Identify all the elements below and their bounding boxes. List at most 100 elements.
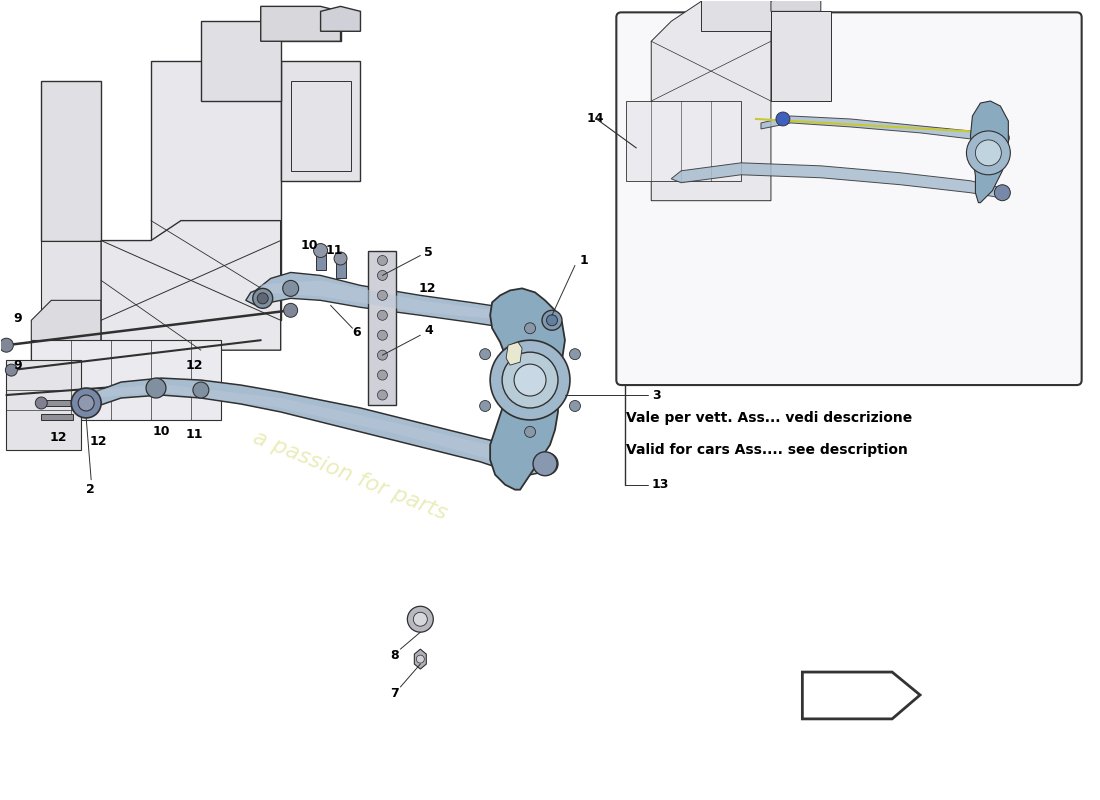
Circle shape bbox=[377, 290, 387, 300]
Circle shape bbox=[78, 395, 95, 411]
Polygon shape bbox=[74, 378, 544, 474]
Polygon shape bbox=[626, 101, 741, 181]
Circle shape bbox=[416, 655, 425, 663]
Circle shape bbox=[480, 401, 491, 411]
Circle shape bbox=[407, 606, 433, 632]
Bar bbox=[290, 81, 351, 170]
Circle shape bbox=[480, 349, 491, 360]
Polygon shape bbox=[7, 360, 81, 450]
Polygon shape bbox=[151, 61, 280, 320]
Bar bbox=[368, 250, 396, 405]
Polygon shape bbox=[91, 384, 540, 468]
Circle shape bbox=[502, 352, 558, 408]
Polygon shape bbox=[671, 163, 1000, 198]
Circle shape bbox=[377, 350, 387, 360]
Text: 12: 12 bbox=[186, 358, 204, 372]
Text: 7: 7 bbox=[390, 687, 399, 701]
Circle shape bbox=[996, 131, 1010, 145]
Circle shape bbox=[377, 310, 387, 320]
Polygon shape bbox=[771, 11, 830, 101]
Circle shape bbox=[283, 281, 298, 296]
Polygon shape bbox=[761, 116, 1000, 143]
Circle shape bbox=[570, 349, 581, 360]
Polygon shape bbox=[101, 221, 280, 350]
Circle shape bbox=[146, 378, 166, 398]
Polygon shape bbox=[280, 61, 361, 181]
Circle shape bbox=[525, 322, 536, 334]
Circle shape bbox=[35, 397, 47, 409]
Text: Valid for cars Ass.... see description: Valid for cars Ass.... see description bbox=[626, 443, 909, 457]
Text: 1: 1 bbox=[580, 254, 588, 267]
Polygon shape bbox=[42, 414, 74, 420]
Polygon shape bbox=[771, 0, 821, 11]
Polygon shape bbox=[336, 258, 345, 278]
Polygon shape bbox=[320, 6, 361, 31]
Polygon shape bbox=[261, 6, 341, 42]
Circle shape bbox=[257, 293, 268, 304]
Circle shape bbox=[377, 255, 387, 266]
Text: 2: 2 bbox=[86, 483, 95, 496]
Circle shape bbox=[377, 390, 387, 400]
Circle shape bbox=[776, 112, 790, 126]
Circle shape bbox=[414, 612, 427, 626]
Circle shape bbox=[541, 458, 553, 470]
Text: 4: 4 bbox=[425, 324, 433, 337]
Polygon shape bbox=[970, 101, 1009, 202]
Circle shape bbox=[967, 131, 1010, 174]
Text: 11: 11 bbox=[186, 428, 204, 442]
Circle shape bbox=[542, 310, 562, 330]
Text: 15: 15 bbox=[651, 349, 669, 362]
Text: 12: 12 bbox=[89, 435, 107, 448]
Text: 14: 14 bbox=[586, 112, 604, 126]
Circle shape bbox=[377, 370, 387, 380]
Circle shape bbox=[334, 252, 346, 265]
Polygon shape bbox=[415, 649, 427, 669]
Text: 9: 9 bbox=[13, 312, 22, 325]
Polygon shape bbox=[42, 81, 101, 241]
Text: 13: 13 bbox=[651, 478, 669, 491]
Circle shape bbox=[525, 426, 536, 438]
Circle shape bbox=[0, 338, 13, 352]
Text: 10: 10 bbox=[153, 426, 170, 438]
Polygon shape bbox=[506, 342, 522, 365]
Circle shape bbox=[491, 340, 570, 420]
Text: 5: 5 bbox=[425, 246, 433, 259]
Circle shape bbox=[192, 382, 209, 398]
Circle shape bbox=[253, 288, 273, 308]
Circle shape bbox=[72, 388, 101, 418]
Text: 12: 12 bbox=[418, 282, 436, 295]
Polygon shape bbox=[31, 340, 221, 420]
Circle shape bbox=[547, 314, 558, 326]
Circle shape bbox=[534, 452, 557, 476]
Circle shape bbox=[314, 243, 328, 258]
Text: 10: 10 bbox=[300, 239, 318, 252]
Polygon shape bbox=[42, 241, 101, 320]
Text: 8: 8 bbox=[390, 649, 399, 662]
Polygon shape bbox=[491, 288, 565, 490]
Circle shape bbox=[976, 140, 1001, 166]
Circle shape bbox=[994, 185, 1010, 201]
Text: Vale per vett. Ass... vedi descrizione: Vale per vett. Ass... vedi descrizione bbox=[626, 411, 913, 425]
Polygon shape bbox=[316, 250, 326, 270]
Text: 11: 11 bbox=[326, 244, 343, 257]
Circle shape bbox=[536, 453, 558, 474]
Circle shape bbox=[6, 364, 18, 376]
Polygon shape bbox=[261, 281, 544, 322]
Polygon shape bbox=[701, 0, 801, 31]
Circle shape bbox=[284, 303, 298, 318]
Polygon shape bbox=[651, 2, 771, 201]
Text: 6: 6 bbox=[352, 326, 361, 338]
Text: 9: 9 bbox=[13, 358, 22, 372]
Text: a passion for parts: a passion for parts bbox=[251, 427, 451, 523]
Circle shape bbox=[514, 364, 546, 396]
Polygon shape bbox=[245, 273, 550, 330]
Text: 12: 12 bbox=[50, 431, 67, 444]
Circle shape bbox=[377, 330, 387, 340]
Text: 3: 3 bbox=[651, 389, 660, 402]
Circle shape bbox=[570, 401, 581, 411]
Polygon shape bbox=[802, 672, 920, 719]
Polygon shape bbox=[31, 300, 101, 360]
FancyBboxPatch shape bbox=[616, 12, 1081, 385]
Circle shape bbox=[377, 270, 387, 281]
Polygon shape bbox=[42, 400, 74, 406]
